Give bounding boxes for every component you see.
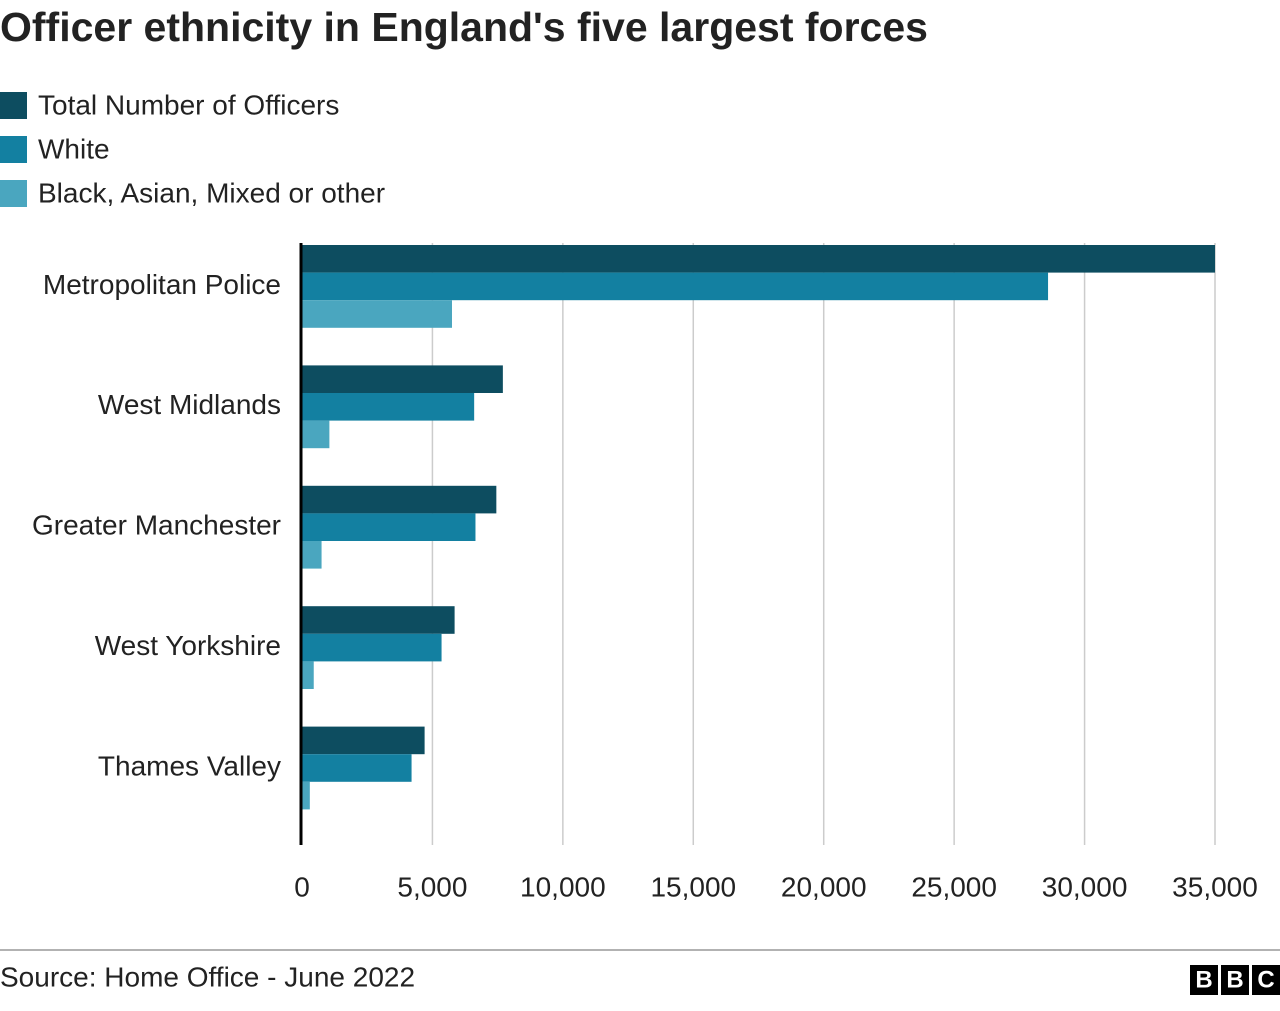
legend-label: Black, Asian, Mixed or other — [38, 177, 385, 208]
bar — [302, 245, 1215, 273]
x-tick-label: 5,000 — [397, 871, 467, 902]
bar — [302, 272, 1049, 301]
legend-swatch — [0, 136, 27, 163]
legend-swatch — [0, 180, 27, 207]
logo-block — [1221, 965, 1249, 995]
logo-letter: B — [1226, 966, 1243, 993]
bar — [302, 726, 425, 755]
bar — [302, 661, 314, 689]
legend-label: Total Number of Officers — [38, 89, 339, 120]
x-tick-label: 10,000 — [520, 871, 606, 902]
x-tick-label: 0 — [294, 871, 310, 902]
x-tick-label: 15,000 — [650, 871, 736, 902]
x-tick-label: 30,000 — [1042, 871, 1128, 902]
source: Source: Home Office - June 2022 — [0, 961, 415, 992]
legend-label: White — [38, 133, 110, 164]
legend-swatch — [0, 92, 27, 119]
x-tick-label: 20,000 — [781, 871, 867, 902]
bar — [302, 541, 322, 569]
bar — [302, 365, 503, 393]
bar — [302, 606, 455, 634]
bar — [302, 633, 442, 662]
y-tick-label: Thames Valley — [98, 750, 281, 781]
bar — [302, 300, 452, 328]
logo-block — [1190, 965, 1218, 995]
x-tick-label: 35,000 — [1172, 871, 1258, 902]
bar — [302, 781, 310, 810]
bar — [302, 513, 476, 541]
logo-letter: B — [1195, 966, 1212, 993]
bar — [302, 420, 330, 449]
y-tick-label: West Yorkshire — [95, 630, 281, 661]
logo-block — [1252, 965, 1280, 995]
y-tick-label: Greater Manchester — [32, 510, 281, 541]
bar — [302, 393, 475, 421]
bar — [302, 754, 412, 782]
x-tick-label: 25,000 — [911, 871, 997, 902]
y-tick-label: West Midlands — [98, 389, 281, 420]
logo-letter: C — [1257, 966, 1274, 993]
y-tick-label: Metropolitan Police — [43, 269, 281, 300]
chart-title: Officer ethnicity in England's five larg… — [0, 4, 928, 50]
bar — [302, 485, 497, 514]
